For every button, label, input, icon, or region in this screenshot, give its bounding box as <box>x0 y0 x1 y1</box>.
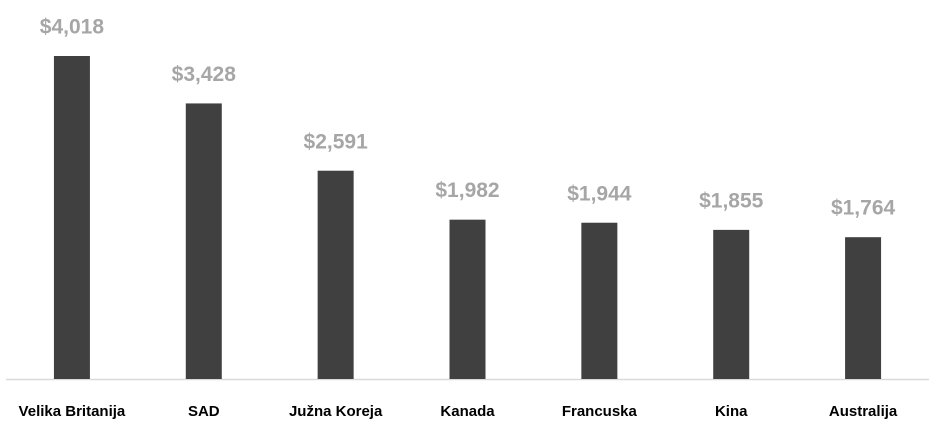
bar <box>185 103 222 379</box>
value-label: $3,428 <box>172 63 237 86</box>
value-label: $2,591 <box>304 130 369 153</box>
bar <box>449 219 486 379</box>
value-label: $1,764 <box>831 197 896 220</box>
value-label: $1,982 <box>435 179 499 202</box>
bar <box>53 56 90 379</box>
x-tick-label: Južna Koreja <box>289 403 383 420</box>
x-tick-label: Kanada <box>440 403 495 420</box>
bar <box>581 222 618 379</box>
bar <box>317 170 354 379</box>
x-tick-label: Velika Britanija <box>19 403 126 420</box>
value-label: $1,855 <box>699 189 764 212</box>
x-tick-label: Francuska <box>562 403 638 420</box>
x-tick-label: Kina <box>715 403 748 420</box>
x-tick-label: SAD <box>188 403 220 420</box>
value-label: $4,018 <box>40 16 105 39</box>
bar <box>713 229 750 379</box>
value-label: $1,944 <box>567 182 632 205</box>
x-tick-label: Australija <box>829 403 898 420</box>
bar <box>845 237 882 379</box>
